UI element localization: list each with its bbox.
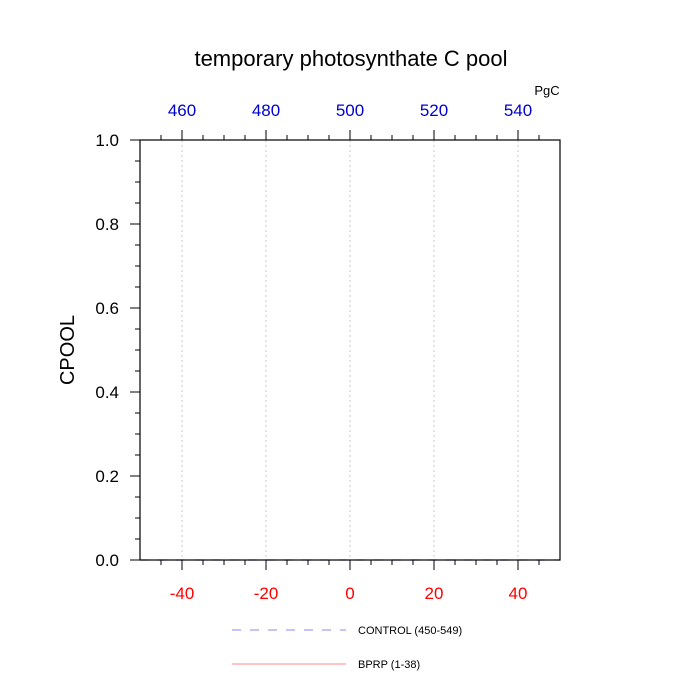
x-tick-label-bottom-2: 0 bbox=[345, 584, 354, 603]
y-tick-label-0: 0.0 bbox=[95, 551, 119, 570]
x-tick-label-top-1: 480 bbox=[252, 101, 280, 120]
y-tick-label-2: 0.4 bbox=[95, 383, 119, 402]
grid-lines bbox=[181, 140, 519, 560]
chart-title: temporary photosynthate C pool bbox=[194, 46, 507, 71]
axis-ticks bbox=[130, 130, 540, 570]
tick-labels: -40 -20 0 20 40 460 480 500 520 540 0.0 0.2 0.4 0.6 0.… bbox=[95, 101, 532, 603]
x-tick-label-bottom-1: -20 bbox=[254, 584, 279, 603]
x-tick-label-bottom-0: -40 bbox=[170, 584, 195, 603]
plot-frame bbox=[139, 139, 561, 561]
x-tick-label-bottom-4: 40 bbox=[509, 584, 528, 603]
y-tick-label-4: 0.8 bbox=[95, 215, 119, 234]
y-tick-label-1: 0.2 bbox=[95, 467, 119, 486]
y-tick-label-3: 0.6 bbox=[95, 299, 119, 318]
legend: CONTROL (450-549) BPRP (1-38) bbox=[232, 625, 462, 671]
x-tick-label-top-2: 500 bbox=[336, 101, 364, 120]
y-tick-label-5: 1.0 bbox=[95, 131, 119, 150]
legend-label-bprp: BPRP (1-38) bbox=[358, 659, 420, 671]
y-axis-label: CPOOL bbox=[57, 315, 79, 385]
x-tick-label-top-3: 520 bbox=[420, 101, 448, 120]
top-axis-unit: PgC bbox=[534, 83, 559, 98]
x-tick-label-top-4: 540 bbox=[504, 101, 532, 120]
x-tick-label-bottom-3: 20 bbox=[425, 584, 444, 603]
x-tick-label-top-0: 460 bbox=[168, 101, 196, 120]
legend-label-control: CONTROL (450-549) bbox=[358, 625, 462, 637]
